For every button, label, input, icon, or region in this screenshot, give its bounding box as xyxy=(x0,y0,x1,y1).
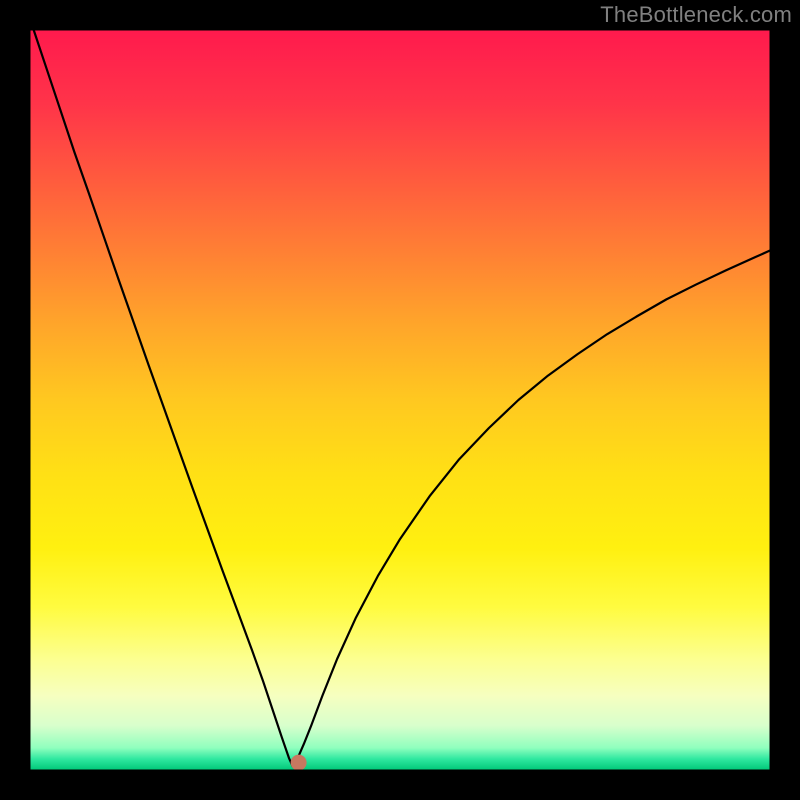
bottleneck-chart xyxy=(0,0,800,800)
watermark: TheBottleneck.com xyxy=(600,2,792,28)
apex-marker xyxy=(291,755,307,771)
plot-background xyxy=(30,30,770,770)
